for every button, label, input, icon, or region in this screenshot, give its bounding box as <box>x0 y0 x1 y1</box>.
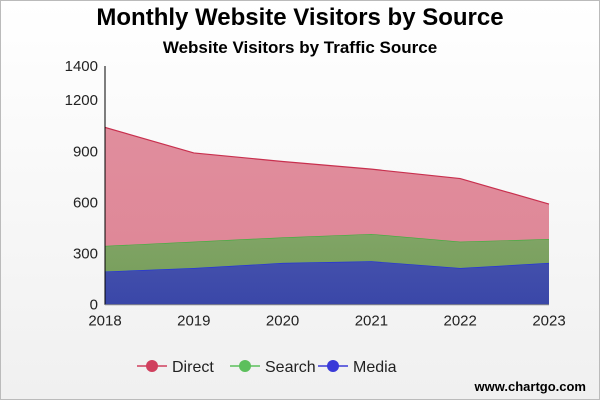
legend-marker-search <box>239 360 251 372</box>
x-tick-label: 2020 <box>266 313 299 330</box>
y-tick-label: 600 <box>73 194 98 211</box>
chart-subtitle: Website Visitors by Traffic Source <box>162 38 438 57</box>
y-tick-label: 900 <box>73 143 98 160</box>
legend-label-direct: Direct <box>172 359 214 376</box>
legend-marker-direct <box>146 360 158 372</box>
legend-label-search: Search <box>265 359 316 376</box>
x-tick-label: 2021 <box>355 313 388 330</box>
y-tick-label: 300 <box>73 246 98 263</box>
area-direct <box>105 127 549 246</box>
legend-marker-media <box>327 360 339 372</box>
x-tick-label: 2023 <box>532 313 565 330</box>
area-media <box>105 261 549 305</box>
watermark: www.chartgo.com <box>474 379 586 394</box>
x-tick-label: 2022 <box>444 313 477 330</box>
y-tick-label: 0 <box>90 297 98 314</box>
line-direct <box>104 126 550 205</box>
chart-title: Monthly Website Visitors by Source <box>96 4 504 31</box>
y-tick-label: 1400 <box>65 58 98 75</box>
x-tick-label: 2019 <box>177 313 210 330</box>
x-tick-label: 2018 <box>88 313 121 330</box>
y-tick-label: 1200 <box>65 92 98 109</box>
area-search <box>105 233 549 272</box>
legend-label-media: Media <box>353 359 397 376</box>
